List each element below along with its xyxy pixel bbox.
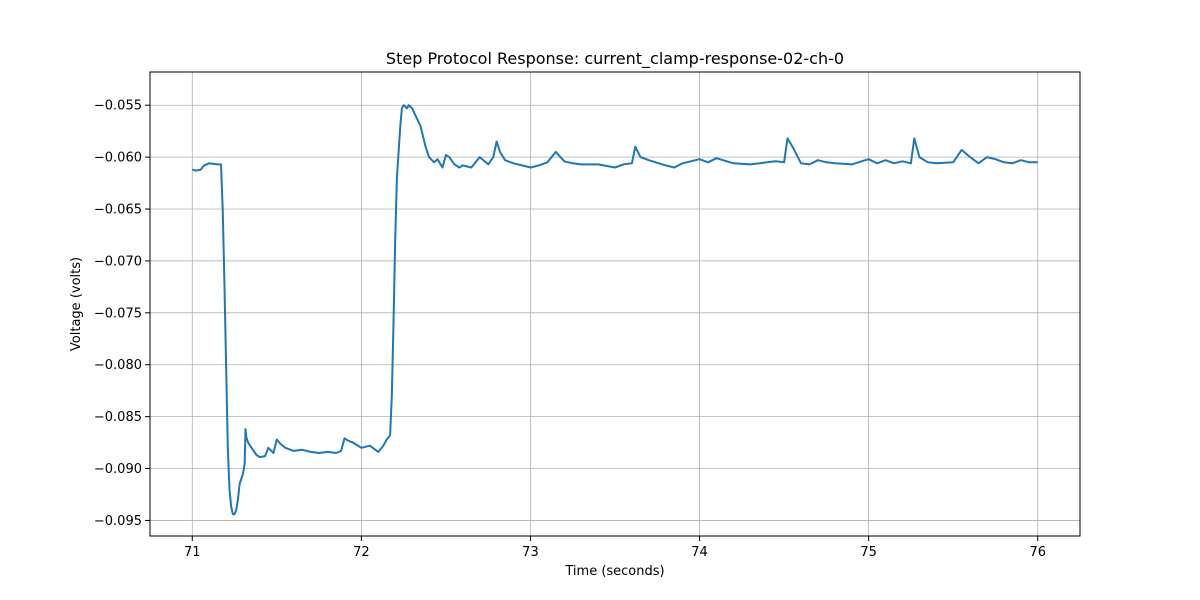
plot-frame (149, 71, 1081, 537)
y-tick-label: −0.095 (94, 514, 142, 529)
x-tick-label: 76 (1029, 545, 1046, 560)
y-tick-label: −0.060 (94, 151, 142, 166)
series-line-0 (192, 104, 1038, 516)
grid-lines (150, 72, 1080, 536)
y-tick-label: −0.075 (94, 306, 142, 321)
x-tick-label: 73 (522, 545, 539, 560)
x-axis: 71 72 73 74 75 76 (184, 536, 1046, 560)
chart-title: Step Protocol Response: current_clamp-re… (386, 49, 844, 69)
y-tick-label: −0.065 (94, 203, 142, 218)
series-group (192, 104, 1038, 516)
y-tick-label: −0.080 (94, 358, 142, 373)
x-tick-label: 72 (353, 545, 370, 560)
y-tick-label: −0.090 (94, 462, 142, 477)
x-tick-label: 75 (860, 545, 877, 560)
x-tick-label: 71 (184, 545, 201, 560)
y-axis: −0.095 −0.090 −0.085 −0.080 −0.075 −0.070 −0.0… (94, 99, 150, 529)
y-axis-title: Voltage (volts) (69, 257, 84, 351)
y-tick-label: −0.085 (94, 410, 142, 425)
x-tick-label: 74 (691, 545, 708, 560)
y-tick-label: −0.070 (94, 254, 142, 269)
x-axis-title: Time (seconds) (564, 564, 664, 579)
y-tick-label: −0.055 (94, 99, 142, 114)
